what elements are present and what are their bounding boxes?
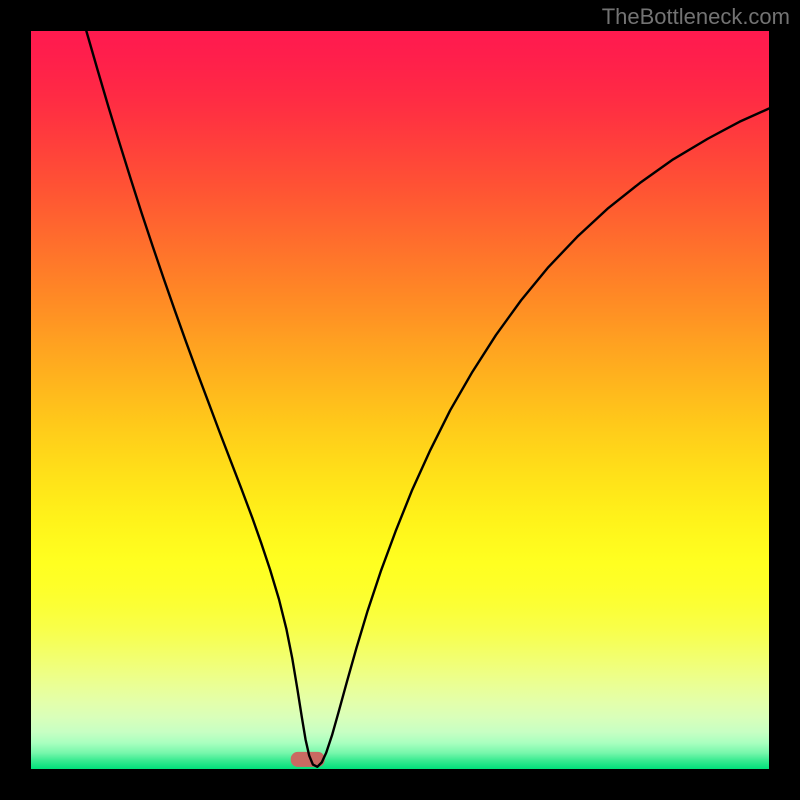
- chart-container: TheBottleneck.com: [0, 0, 800, 800]
- gradient-plot-area: [31, 31, 769, 769]
- bottleneck-chart: [0, 0, 800, 800]
- watermark-text: TheBottleneck.com: [602, 4, 790, 30]
